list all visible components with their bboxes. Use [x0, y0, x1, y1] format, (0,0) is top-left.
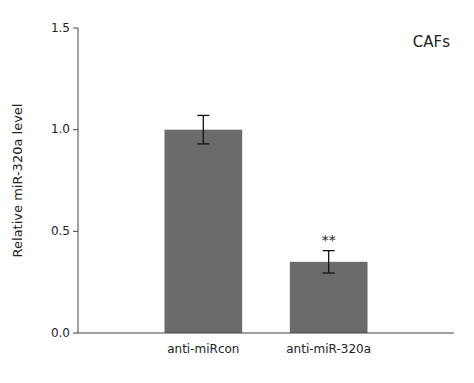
y-tick	[73, 28, 78, 29]
error-line	[328, 251, 329, 273]
y-tick-label: 0.5	[51, 224, 70, 238]
y-tick-label: 0.0	[51, 326, 70, 340]
bar	[164, 130, 242, 333]
x-tick-label: anti-miR-320a	[286, 342, 371, 356]
error-cap	[197, 143, 209, 144]
error-cap	[197, 115, 209, 116]
chart-svg: 0.0 0.5 1.0 1.5 anti-miRcon anti-miR-320a Rela…	[0, 0, 474, 383]
plot-area	[164, 115, 367, 333]
chart-container: 0.0 0.5 1.0 1.5 anti-miRcon anti-miR-320a Rela…	[0, 0, 474, 383]
y-tick	[73, 129, 78, 130]
y-tick-label: 1.5	[51, 21, 70, 35]
bar	[290, 262, 368, 333]
y-tick	[73, 231, 78, 232]
axes: 0.0 0.5 1.0 1.5 anti-miRcon anti-miR-320a Rela…	[10, 21, 454, 357]
y-tick	[73, 333, 78, 334]
error-cap	[323, 250, 335, 251]
y-axis-label: Relative miR-320a level	[10, 104, 25, 258]
error-cap	[323, 272, 335, 273]
error-bar	[323, 251, 335, 273]
y-axis-line	[78, 28, 79, 333]
x-tick-label: anti-miRcon	[167, 342, 239, 356]
annotations: ** CAFs	[322, 33, 451, 247]
x-axis-line	[78, 333, 454, 334]
error-line	[203, 115, 204, 143]
y-tick-label: 1.0	[51, 122, 70, 136]
annotation: CAFs	[413, 33, 450, 51]
error-bar	[197, 115, 209, 143]
annotation: **	[322, 232, 336, 248]
